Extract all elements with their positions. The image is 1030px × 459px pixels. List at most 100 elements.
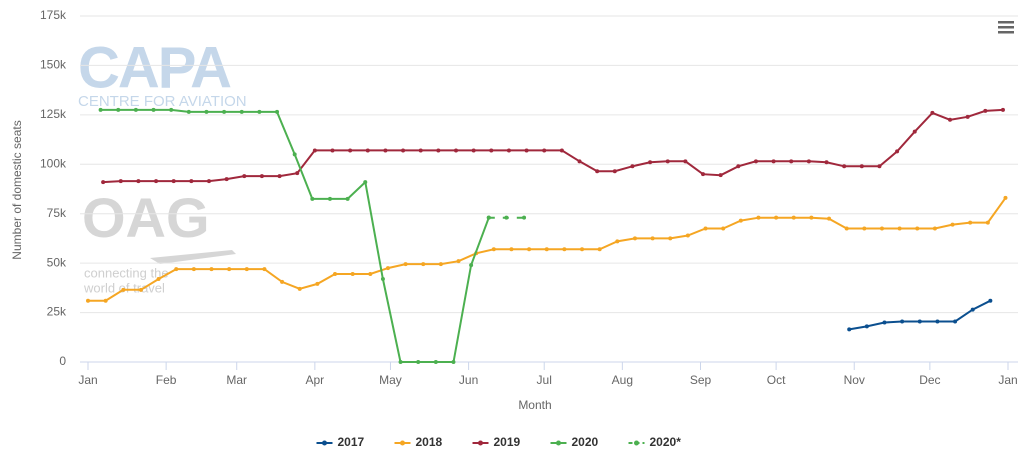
point bbox=[174, 267, 179, 272]
point bbox=[136, 179, 141, 184]
point bbox=[239, 109, 244, 114]
y-tick-label: 50k bbox=[47, 255, 67, 269]
series-line bbox=[103, 108, 1004, 184]
watermark-plane bbox=[150, 250, 236, 264]
point bbox=[101, 180, 106, 185]
point bbox=[897, 226, 902, 231]
point bbox=[970, 307, 975, 312]
legend-item[interactable]: 2018 bbox=[394, 435, 443, 449]
point bbox=[632, 236, 637, 241]
point bbox=[915, 226, 920, 231]
point bbox=[403, 262, 408, 267]
point bbox=[275, 109, 280, 114]
point bbox=[191, 267, 196, 272]
point bbox=[350, 272, 355, 277]
point bbox=[418, 148, 423, 153]
legend-label: 2020* bbox=[650, 435, 682, 449]
point bbox=[262, 267, 267, 272]
point bbox=[612, 169, 617, 174]
point bbox=[489, 148, 494, 153]
point bbox=[771, 159, 776, 164]
point bbox=[935, 319, 940, 324]
y-tick-label: 175k bbox=[40, 8, 67, 22]
point bbox=[595, 169, 600, 174]
point bbox=[469, 263, 474, 268]
legend-item[interactable]: 2020* bbox=[628, 435, 682, 449]
x-tick-label: Oct bbox=[767, 373, 786, 387]
point bbox=[527, 247, 532, 252]
x-tick-label: Nov bbox=[844, 373, 865, 387]
point bbox=[385, 266, 390, 271]
point bbox=[806, 159, 811, 164]
point bbox=[312, 148, 317, 153]
x-tick-label: Jun bbox=[459, 373, 478, 387]
point bbox=[544, 247, 549, 252]
point bbox=[721, 226, 726, 231]
point bbox=[491, 247, 496, 252]
legend-item[interactable]: 2020 bbox=[550, 435, 599, 449]
legend-label: 2019 bbox=[494, 435, 521, 449]
x-tick-label: Mar bbox=[226, 373, 247, 387]
point bbox=[436, 148, 441, 153]
point bbox=[365, 148, 370, 153]
watermark: connecting the bbox=[84, 265, 169, 280]
point bbox=[348, 148, 353, 153]
point bbox=[685, 233, 690, 238]
point bbox=[456, 259, 461, 264]
legend-label: 2017 bbox=[338, 435, 365, 449]
point bbox=[953, 319, 958, 324]
point bbox=[774, 215, 779, 220]
point bbox=[292, 152, 297, 157]
point bbox=[133, 107, 138, 112]
point bbox=[224, 177, 229, 182]
point bbox=[753, 159, 758, 164]
legend-item[interactable]: 2019 bbox=[472, 435, 521, 449]
point bbox=[912, 129, 917, 134]
point bbox=[401, 148, 406, 153]
x-tick-label: Jan bbox=[78, 373, 97, 387]
legend-marker bbox=[322, 440, 327, 446]
point bbox=[121, 287, 126, 292]
point bbox=[948, 117, 953, 122]
y-tick-label: 0 bbox=[59, 354, 66, 368]
point bbox=[932, 226, 937, 231]
point bbox=[98, 107, 103, 112]
point bbox=[227, 267, 232, 272]
point bbox=[847, 327, 852, 332]
point bbox=[791, 215, 796, 220]
point bbox=[154, 179, 159, 184]
legend-item[interactable]: 2017 bbox=[316, 435, 365, 449]
legend-marker bbox=[634, 440, 639, 446]
point bbox=[736, 164, 741, 169]
point bbox=[580, 247, 585, 252]
point bbox=[103, 298, 108, 303]
point bbox=[118, 179, 123, 184]
legend-marker bbox=[478, 440, 483, 446]
point bbox=[559, 148, 564, 153]
legend-label: 2020 bbox=[572, 435, 599, 449]
point bbox=[295, 171, 300, 176]
point bbox=[630, 164, 635, 169]
point bbox=[900, 319, 905, 324]
point bbox=[809, 215, 814, 220]
point bbox=[859, 164, 864, 169]
legend-marker bbox=[556, 440, 561, 446]
point bbox=[206, 179, 211, 184]
point bbox=[718, 173, 723, 178]
point bbox=[509, 247, 514, 252]
y-tick-label: 100k bbox=[40, 156, 67, 170]
point bbox=[116, 107, 121, 112]
menu-icon[interactable] bbox=[998, 21, 1014, 34]
point bbox=[701, 172, 706, 177]
y-tick-label: 25k bbox=[47, 305, 67, 319]
point bbox=[738, 218, 743, 223]
point bbox=[864, 324, 869, 329]
point bbox=[862, 226, 867, 231]
series-line bbox=[849, 299, 991, 331]
point bbox=[1003, 195, 1008, 200]
point bbox=[917, 319, 922, 324]
point bbox=[882, 320, 887, 325]
point bbox=[242, 174, 247, 179]
point bbox=[277, 174, 282, 179]
legend-label: 2018 bbox=[416, 435, 443, 449]
